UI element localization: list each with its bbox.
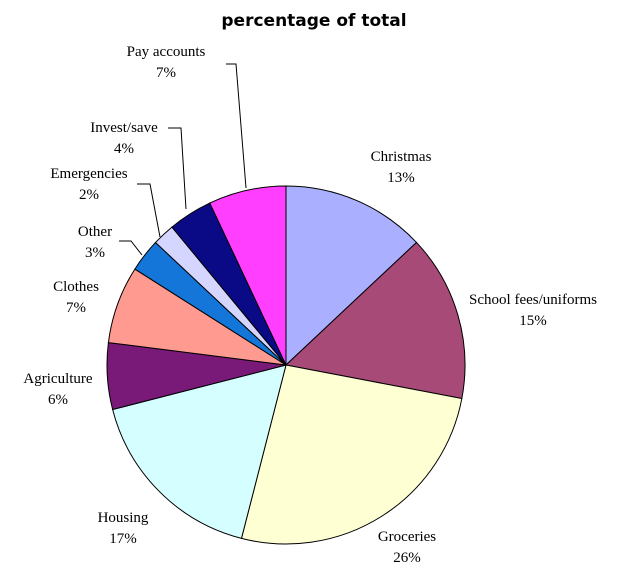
slice-label-groceries: Groceries: [378, 529, 436, 545]
slice-value-agriculture: 6%: [48, 392, 68, 408]
slice-label-christmas: Christmas: [371, 149, 432, 165]
leader-line-emergencies: [137, 183, 161, 238]
pie-slice-housing: [112, 364, 287, 539]
slice-value-housing: 17%: [109, 531, 137, 547]
slice-value-pay-accounts: 7%: [156, 65, 176, 81]
slice-label-emergencies: Emergencies: [50, 166, 127, 182]
slice-labels: Christmas 13% School fees/uniforms 15% Groce…: [23, 44, 597, 566]
slice-label-other: Other: [78, 224, 112, 240]
slice-label-invest-save: Invest/save: [90, 120, 158, 136]
slice-value-clothes: 7%: [66, 300, 86, 316]
pie-slice-groceries: [240, 364, 463, 545]
leader-line-other: [119, 240, 143, 256]
slice-label-clothes: Clothes: [53, 279, 99, 295]
slice-value-invest-save: 4%: [114, 141, 134, 157]
pie-slice-christmas: [285, 185, 418, 367]
pie-slice-pay-accounts: [209, 185, 287, 366]
leader-line-pay-accounts: [226, 63, 247, 189]
slice-label-pay-accounts: Pay accounts: [127, 44, 206, 60]
slice-value-other: 3%: [85, 245, 105, 261]
slice-label-school-fees-uniforms: School fees/uniforms: [469, 292, 597, 308]
slice-value-groceries: 26%: [393, 550, 421, 566]
slice-label-agriculture: Agriculture: [23, 371, 92, 387]
slice-value-school-fees-uniforms: 15%: [519, 313, 547, 329]
pie-slices: [106, 185, 466, 545]
slice-value-emergencies: 2%: [79, 187, 99, 203]
chart-title: percentage of total: [221, 11, 406, 31]
slice-value-christmas: 13%: [387, 170, 415, 186]
leader-line-invest-save: [168, 127, 187, 210]
leader-lines: [119, 63, 247, 256]
slice-label-housing: Housing: [98, 510, 149, 526]
pie-slice-school-fees-uniforms: [284, 241, 466, 400]
